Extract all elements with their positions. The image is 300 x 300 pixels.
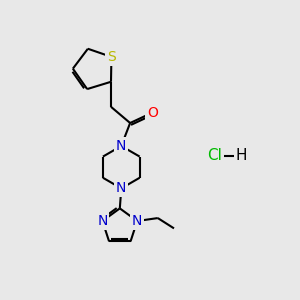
Text: O: O [147, 106, 158, 120]
Text: N: N [132, 214, 142, 228]
Text: N: N [116, 139, 127, 153]
Text: N: N [116, 182, 127, 195]
Text: H: H [236, 148, 247, 164]
Text: Cl: Cl [207, 148, 222, 164]
Text: S: S [107, 50, 116, 64]
Text: N: N [97, 214, 108, 228]
